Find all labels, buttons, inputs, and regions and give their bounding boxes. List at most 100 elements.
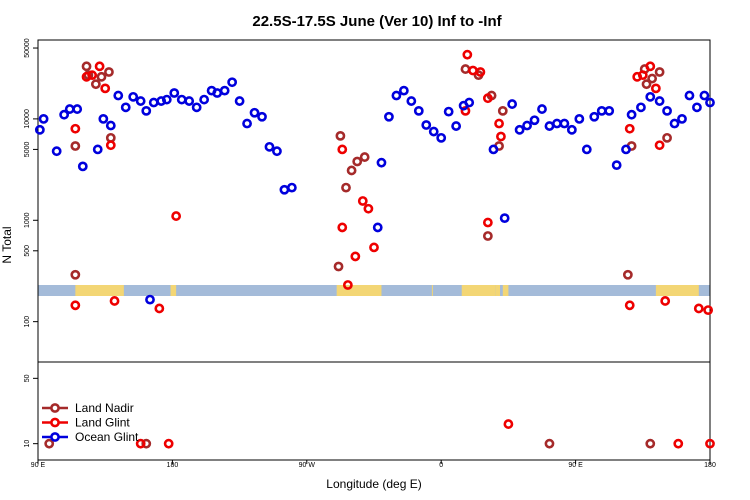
- map-land: [655, 285, 699, 296]
- y-tick-label: 10000: [24, 109, 31, 129]
- y-tick-label: 1000: [24, 212, 31, 228]
- ocean-glint-point: [286, 182, 297, 193]
- ocean-glint-point: [406, 96, 417, 106]
- y-tick-label: 50: [24, 374, 31, 382]
- ocean-glint-point: [574, 113, 585, 124]
- y-axis-label: N Total: [0, 226, 14, 263]
- ocean-glint-point: [212, 88, 223, 98]
- ocean-glint-point: [219, 85, 230, 96]
- legend-label: Land Nadir: [75, 401, 134, 415]
- ocean-glint-point: [234, 96, 245, 106]
- land-glint-point: [105, 140, 116, 151]
- y-tick-label: 10: [24, 440, 31, 448]
- land-nadir-point: [622, 269, 633, 280]
- land-glint-point: [645, 61, 656, 72]
- ocean-glint-point: [596, 105, 607, 116]
- ocean-glint-point: [38, 113, 49, 124]
- land-glint-point: [703, 305, 714, 316]
- land-glint-point: [94, 61, 105, 72]
- land-nadir-point: [662, 132, 672, 143]
- ocean-glint-point: [421, 120, 432, 130]
- land-nadir-point: [104, 67, 114, 77]
- x-tick-label: 180: [704, 462, 716, 469]
- ocean-glint-point: [581, 144, 592, 155]
- ocean-glint-point: [77, 161, 88, 172]
- land-glint-point: [468, 65, 478, 76]
- ocean-glint-point: [507, 99, 518, 109]
- land-nadir-point: [544, 438, 555, 449]
- ocean-glint-point: [176, 94, 187, 105]
- y-axis-upper: 100 500 1000 5000 10000 50000: [24, 38, 38, 327]
- land-glint-point: [357, 196, 368, 206]
- ocean-glint-point: [272, 146, 282, 157]
- ocean-glint-point: [428, 126, 439, 137]
- ocean-glint-point: [264, 141, 275, 152]
- land-glint-point: [363, 203, 374, 214]
- land-nadir-point: [333, 261, 344, 272]
- land-nadir-point: [341, 182, 351, 193]
- ocean-glint-point: [684, 90, 695, 101]
- land-glint-point: [503, 419, 514, 429]
- ocean-glint-point: [376, 157, 387, 168]
- ocean-glint-point: [529, 115, 540, 126]
- ocean-glint-point: [141, 105, 152, 116]
- legend-marker: [50, 432, 60, 442]
- x-tick-label: 0: [439, 462, 443, 469]
- land-glint-point: [337, 144, 348, 155]
- map-land: [336, 285, 382, 296]
- ocean-glint-point: [544, 121, 555, 131]
- ocean-glint-point: [705, 97, 715, 108]
- ocean-glint-point: [611, 160, 622, 171]
- legend-label: Ocean Glint: [75, 430, 139, 444]
- land-glint-point: [482, 217, 493, 228]
- land-glint-point: [624, 300, 635, 311]
- land-glint-point: [496, 131, 506, 142]
- y-tick-label: 500: [24, 245, 31, 257]
- ocean-glint-point: [626, 109, 637, 120]
- land-nadir-point: [482, 231, 493, 241]
- legend-label: Land Glint: [75, 416, 130, 430]
- ocean-glint-point: [34, 124, 45, 135]
- ocean-glint-point: [451, 121, 462, 131]
- map-land: [495, 285, 500, 296]
- land-nadir-point: [352, 156, 363, 167]
- ocean-glint-point: [499, 213, 510, 224]
- ocean-glint-point: [654, 96, 665, 106]
- ocean-glint-point: [279, 184, 290, 195]
- ocean-glint-point: [413, 105, 424, 116]
- land-nadir-point: [654, 67, 665, 77]
- land-nadir-point: [44, 438, 55, 449]
- ocean-glint-point: [184, 96, 195, 106]
- land-nadir-point: [645, 438, 656, 449]
- land-nadir-point: [497, 105, 508, 116]
- ocean-glint-point: [398, 85, 409, 96]
- plot-frame: [37, 39, 711, 461]
- land-glint-point: [673, 438, 684, 449]
- ocean-glint-point: [621, 144, 631, 155]
- ocean-glint-point: [514, 124, 525, 135]
- map-land: [170, 285, 177, 296]
- land-glint-point: [100, 83, 111, 94]
- ocean-glint-point: [92, 144, 103, 155]
- map-land: [75, 285, 124, 296]
- land-glint-point: [163, 438, 174, 449]
- ocean-glint-point: [59, 109, 70, 120]
- ocean-glint-point: [436, 132, 447, 143]
- land-glint-point: [660, 296, 671, 306]
- ocean-glint-point: [72, 104, 83, 114]
- ocean-glint-point: [372, 222, 383, 233]
- land-glint-point: [70, 123, 81, 134]
- land-glint-point: [475, 67, 486, 77]
- x-axis-label: Longitude (deg E): [326, 477, 421, 491]
- ocean-glint-point: [589, 111, 600, 122]
- ocean-glint-point: [464, 97, 475, 108]
- ocean-glint-point: [242, 118, 252, 129]
- ocean-glint-point: [488, 144, 499, 155]
- legend-marker: [50, 403, 60, 413]
- ocean-glint-point: [537, 104, 547, 114]
- ocean-glint-point: [391, 90, 402, 101]
- ocean-glint-point: [169, 88, 180, 98]
- data-points: [34, 49, 715, 449]
- land-glint-point: [494, 118, 504, 129]
